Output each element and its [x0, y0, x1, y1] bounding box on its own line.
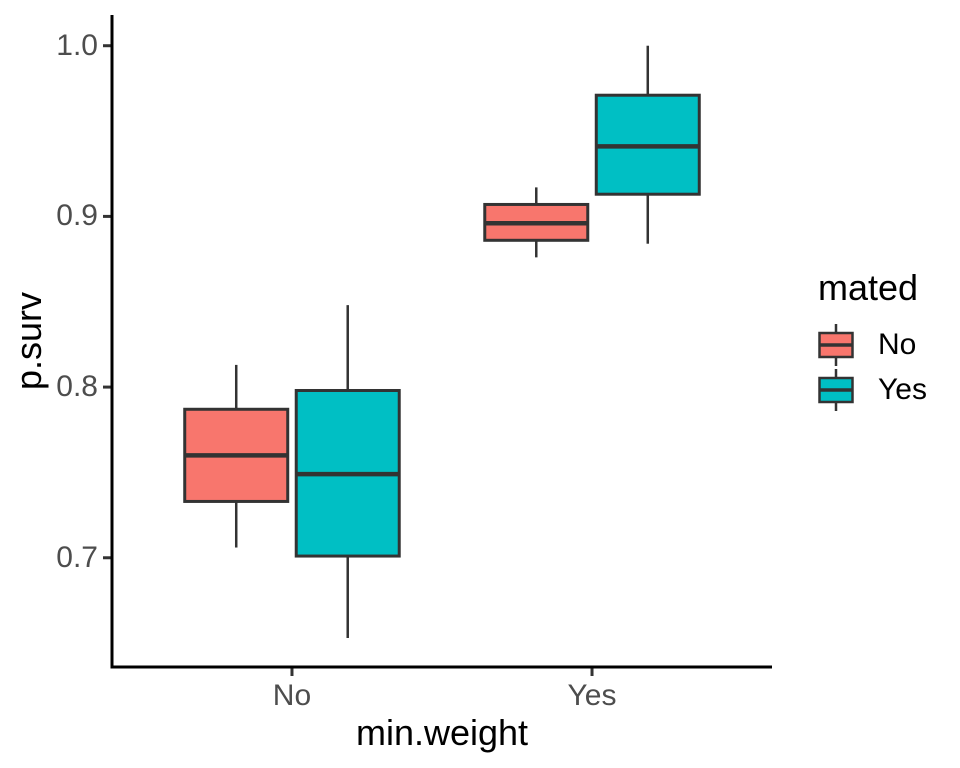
legend-entries: No Yes	[818, 322, 927, 412]
y-axis-title: p.surv	[8, 291, 49, 391]
x-tick-label: No	[272, 679, 312, 712]
legend: mated No Yes	[818, 267, 927, 412]
legend-entry: Yes	[818, 367, 927, 412]
legend-boxplot-key-icon	[818, 368, 854, 412]
y-tick-label: 0.7	[56, 540, 98, 574]
x-axis-title: min.weight	[355, 712, 529, 753]
axis-lines	[110, 15, 772, 669]
legend-boxplot-key-icon	[818, 323, 854, 367]
legend-label: No	[878, 327, 917, 361]
legend-title: mated	[818, 267, 919, 308]
y-tick-label: 0.9	[56, 199, 98, 233]
legend-entry: No	[818, 322, 927, 367]
y-tick-label: 1.0	[56, 28, 98, 62]
legend-label: Yes	[878, 372, 927, 406]
x-tick-label: Yes	[567, 679, 617, 712]
y-tick-label: 0.8	[56, 370, 98, 404]
